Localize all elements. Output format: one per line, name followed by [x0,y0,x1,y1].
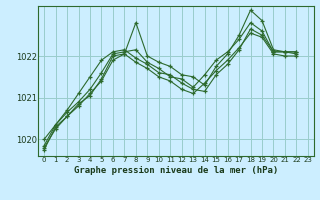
X-axis label: Graphe pression niveau de la mer (hPa): Graphe pression niveau de la mer (hPa) [74,166,278,175]
